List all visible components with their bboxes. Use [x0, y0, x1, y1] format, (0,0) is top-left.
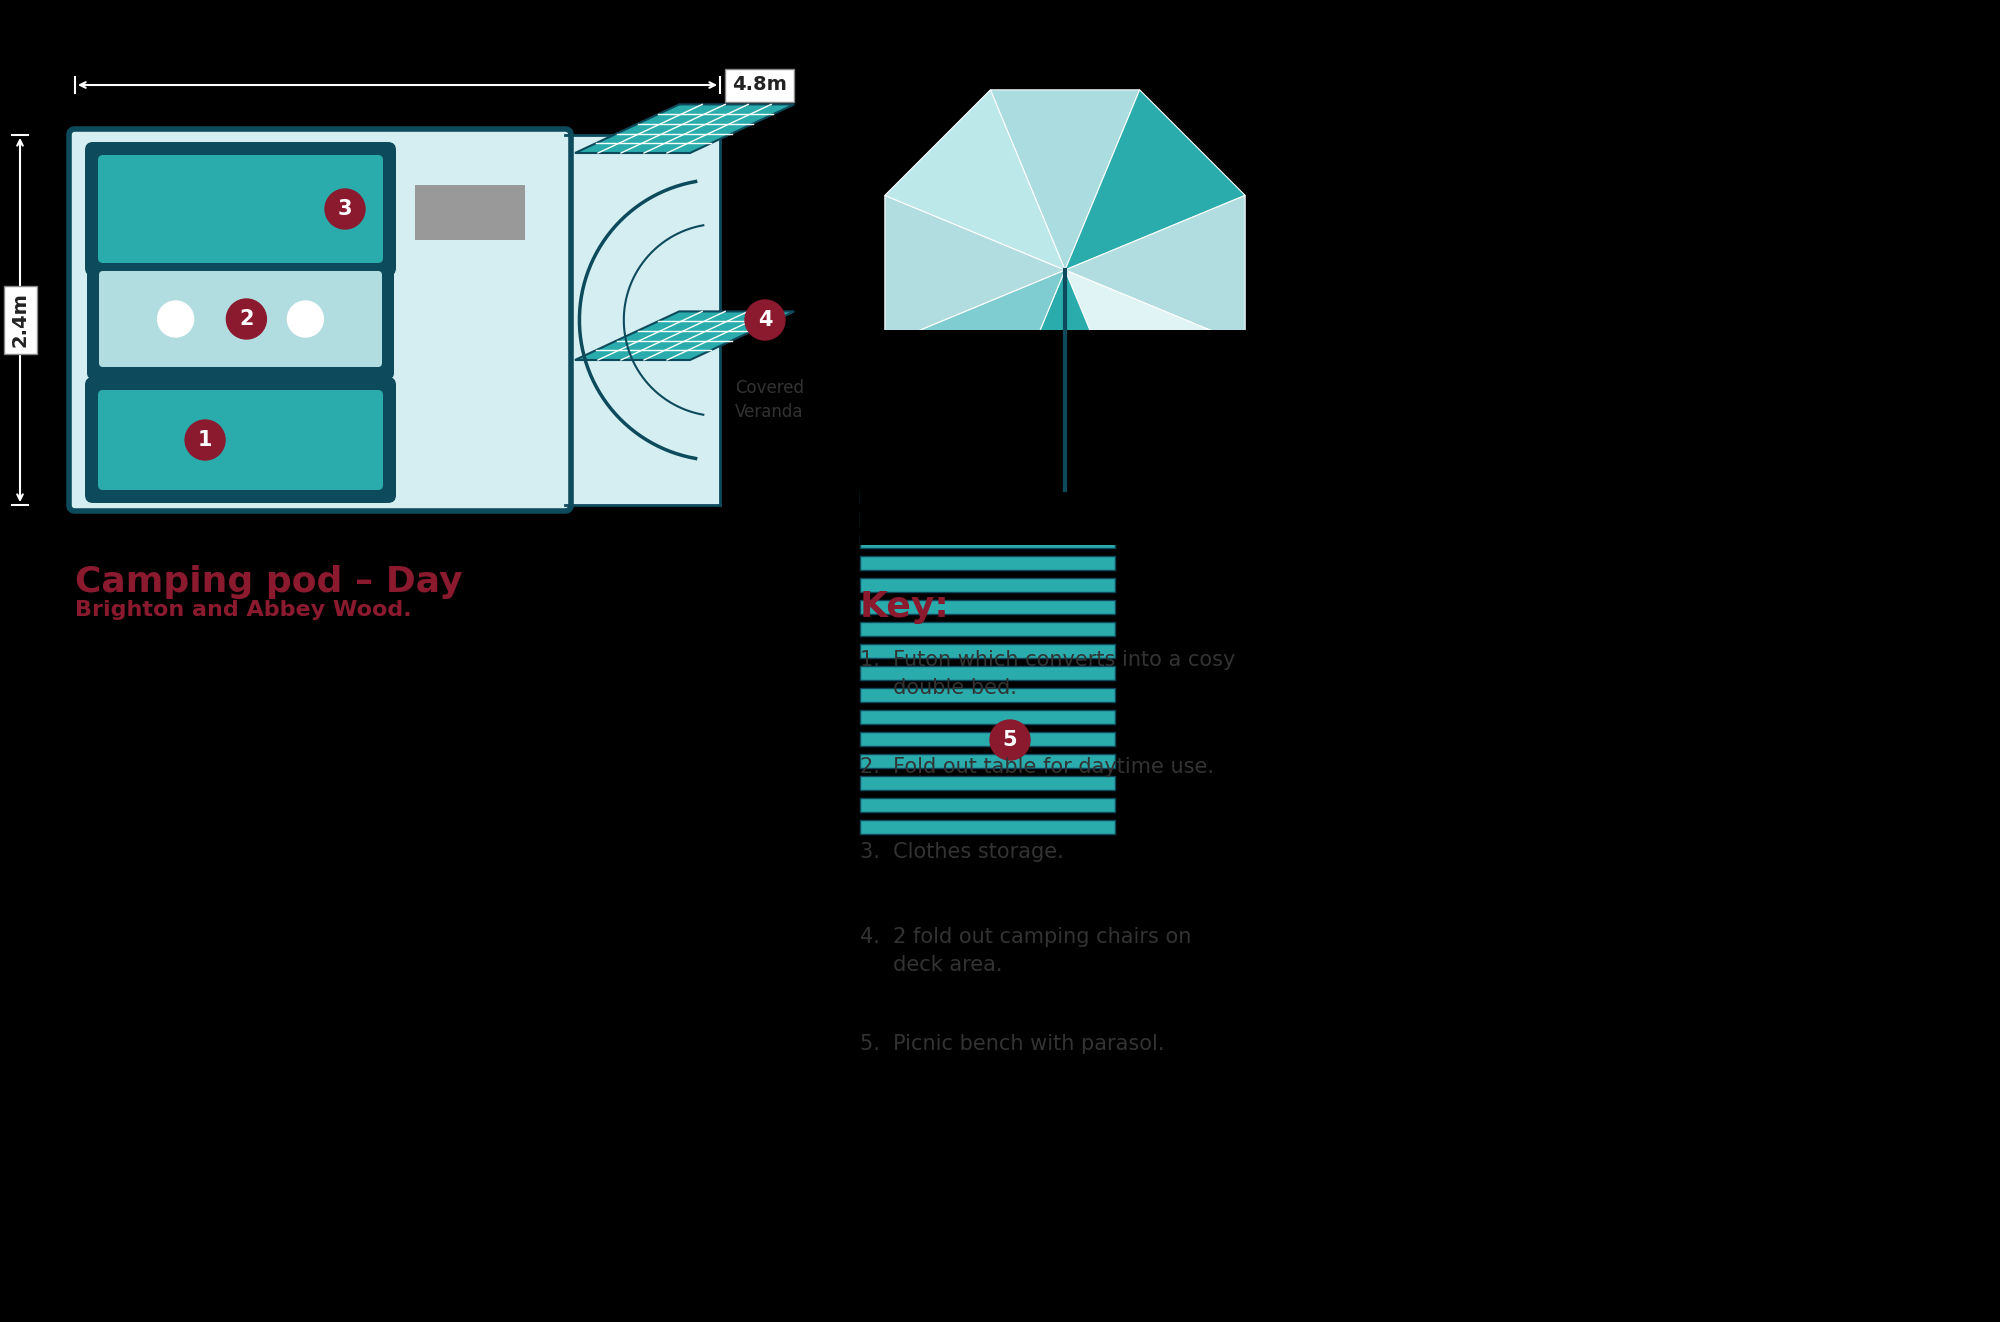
Bar	[860, 687, 1116, 702]
Circle shape	[226, 299, 266, 338]
Circle shape	[186, 420, 226, 460]
Bar	[860, 644, 1116, 658]
Circle shape	[744, 300, 784, 340]
FancyBboxPatch shape	[98, 155, 384, 263]
Circle shape	[990, 720, 1030, 760]
FancyBboxPatch shape	[84, 377, 396, 502]
Text: 2.4m: 2.4m	[10, 292, 30, 348]
Bar	[860, 732, 1116, 746]
FancyBboxPatch shape	[88, 259, 394, 379]
Text: 2.  Fold out table for daytime use.: 2. Fold out table for daytime use.	[860, 758, 1214, 777]
Text: Brighton and Abbey Wood.: Brighton and Abbey Wood.	[76, 600, 412, 620]
Text: 3: 3	[338, 200, 352, 219]
Text: 1.  Futon which converts into a cosy
     double bed.: 1. Futon which converts into a cosy doub…	[860, 650, 1236, 698]
Polygon shape	[576, 312, 794, 360]
Polygon shape	[1064, 270, 1246, 451]
Circle shape	[324, 189, 364, 229]
Polygon shape	[1064, 90, 1246, 270]
Text: 3.  Clothes storage.: 3. Clothes storage.	[860, 842, 1064, 862]
Text: 4.8m: 4.8m	[732, 75, 786, 94]
Bar	[860, 666, 1116, 680]
Text: 5.  Picnic bench with parasol.: 5. Picnic bench with parasol.	[860, 1034, 1164, 1054]
FancyBboxPatch shape	[100, 271, 382, 368]
FancyBboxPatch shape	[68, 130, 572, 512]
Bar	[416, 185, 524, 241]
Polygon shape	[990, 90, 1140, 270]
Bar	[860, 776, 1116, 791]
Polygon shape	[884, 196, 1064, 345]
Circle shape	[158, 301, 194, 337]
Text: 4.  2 fold out camping chairs on
     deck area.: 4. 2 fold out camping chairs on deck are…	[860, 927, 1192, 976]
FancyBboxPatch shape	[84, 141, 396, 276]
Polygon shape	[1064, 196, 1246, 345]
Text: Covered
Veranda: Covered Veranda	[736, 379, 804, 420]
Text: 1: 1	[198, 430, 212, 449]
Bar	[860, 798, 1116, 812]
Bar	[860, 820, 1116, 834]
Bar	[860, 621, 1116, 636]
Text: Key:: Key:	[860, 590, 950, 624]
Bar	[860, 710, 1116, 724]
Text: 2: 2	[240, 309, 254, 329]
Polygon shape	[990, 270, 1140, 451]
Polygon shape	[884, 90, 1064, 270]
Bar	[404, 149, 536, 268]
Polygon shape	[576, 104, 794, 153]
Text: 4: 4	[758, 309, 772, 330]
Bar	[860, 490, 1116, 504]
Bar	[860, 557, 1116, 570]
Bar	[860, 330, 1270, 545]
Bar	[860, 534, 1116, 549]
Bar	[860, 578, 1116, 592]
Text: 5: 5	[1002, 730, 1018, 750]
Circle shape	[288, 301, 324, 337]
Polygon shape	[884, 270, 1064, 451]
FancyBboxPatch shape	[98, 390, 384, 490]
Bar	[860, 600, 1116, 613]
Text: Camping pod – Day: Camping pod – Day	[76, 564, 462, 599]
Bar	[860, 512, 1116, 526]
Bar	[860, 754, 1116, 768]
Bar	[566, 135, 720, 505]
